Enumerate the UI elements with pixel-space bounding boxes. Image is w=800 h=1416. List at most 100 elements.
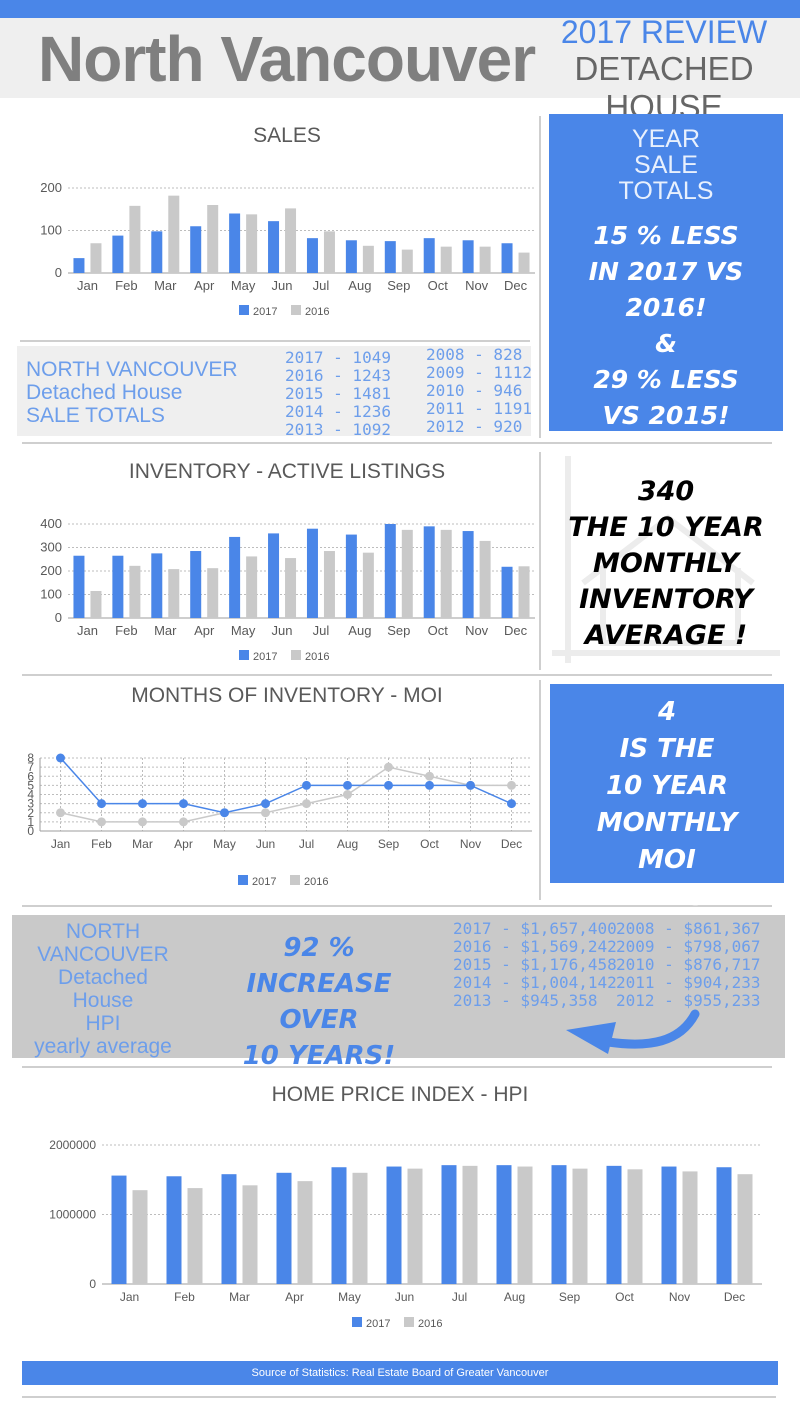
bar-2016 <box>440 529 452 618</box>
point-2017 <box>507 799 516 809</box>
divider-vertical <box>539 680 541 900</box>
point-2016 <box>56 808 65 818</box>
bar-2016 <box>168 195 180 273</box>
bar-2017 <box>190 551 202 618</box>
legend-label: 2017 <box>366 1318 390 1330</box>
hpi-label-line: yearly average <box>34 1035 172 1058</box>
x-tick-label: Feb <box>91 837 112 851</box>
x-tick-label: Mar <box>132 837 153 851</box>
x-tick-label: Aug <box>504 1290 525 1304</box>
hpi-year-value: 2013 - $945,358 <box>453 991 598 1010</box>
bar-2016 <box>207 568 219 618</box>
bar-2017 <box>716 1167 732 1284</box>
callout-line: MONTHLY <box>593 548 739 579</box>
legend-swatch <box>290 875 300 885</box>
y-tick-label: 2000000 <box>49 1138 96 1152</box>
hpi-label: NORTH VANCOUVER Detached House HPI yearl… <box>14 920 192 1058</box>
bar-2016 <box>187 1188 203 1284</box>
x-tick-label: Apr <box>174 837 193 851</box>
y-tick-label: 3 <box>27 797 34 811</box>
x-tick-label: Jan <box>77 278 98 293</box>
line-2016 <box>60 766 512 823</box>
curved-arrow-icon <box>566 1009 700 1054</box>
bar-2016 <box>285 208 297 273</box>
sale-total-value: 2015 - 1481 <box>285 384 391 403</box>
sale-total-value: 2011 - 1191 <box>426 399 532 418</box>
bar-2016 <box>129 565 141 618</box>
sale-totals-panel: NORTH VANCOUVER Detached House SALE TOTA… <box>17 346 532 439</box>
bar-2016 <box>401 529 413 618</box>
divider-vertical <box>539 116 541 438</box>
x-tick-label: Oct <box>615 1290 634 1304</box>
x-tick-label: Dec <box>504 623 528 638</box>
x-tick-label: Sep <box>387 623 410 638</box>
y-tick-label: 0 <box>55 610 62 625</box>
legend-swatch <box>239 305 249 315</box>
bar-2017 <box>190 226 202 273</box>
x-tick-label: Aug <box>348 278 371 293</box>
point-2016 <box>343 790 352 799</box>
sales-callout-box: YEAR SALE TOTALS 15 % LESS IN 2017 VS 20… <box>549 114 783 431</box>
callout-line: 15 % LESS <box>593 221 739 250</box>
bar-2016 <box>518 566 530 618</box>
y-tick-label: 200 <box>40 180 62 195</box>
y-tick-label: 400 <box>40 516 62 531</box>
bar-2016 <box>627 1169 643 1284</box>
x-tick-label: Nov <box>460 837 481 851</box>
callout-heading-line: SALE <box>634 151 698 179</box>
y-tick-label: 7 <box>27 760 34 774</box>
x-tick-label: Jul <box>313 278 330 293</box>
point-2017 <box>384 780 393 790</box>
legend-swatch <box>238 875 248 885</box>
legend-label: 2017 <box>253 651 277 663</box>
bar-2016 <box>518 252 530 273</box>
legend-label: 2017 <box>253 306 277 318</box>
point-2016 <box>507 780 516 790</box>
x-tick-label: May <box>231 623 256 638</box>
sale-total-value: 2014 - 1236 <box>285 402 391 421</box>
x-tick-label: Dec <box>504 278 528 293</box>
point-2017 <box>220 808 229 818</box>
bar-2017 <box>112 235 124 273</box>
legend-label: 2016 <box>418 1318 442 1330</box>
point-2016 <box>384 762 393 772</box>
hpi-headline-line: 92 % <box>283 933 355 963</box>
moi-chart-title: MONTHS OF INVENTORY - MOI <box>131 684 443 707</box>
callout-heading-line: YEAR <box>631 125 701 153</box>
bar-2016 <box>242 1185 258 1284</box>
hpi-year-value: 2011 - $904,233 <box>616 973 761 992</box>
point-2016 <box>179 817 188 827</box>
callout-line: IN 2017 VS 2016! <box>588 257 744 322</box>
point-2017 <box>56 753 65 763</box>
bar-2017 <box>221 1174 237 1284</box>
bar-2017 <box>276 1172 292 1284</box>
bar-2016 <box>572 1168 588 1284</box>
top-accent-bar <box>0 0 800 18</box>
hpi-year-value: 2016 - $1,569,242 <box>453 937 617 956</box>
legend-label: 2016 <box>305 651 329 663</box>
bar-2017 <box>151 231 163 273</box>
hpi-headline: 92 % INCREASE OVER 10 YEARS! <box>208 930 430 1074</box>
bar-2016 <box>440 246 452 273</box>
x-tick-label: Jun <box>395 1290 414 1304</box>
bar-2016 <box>168 569 180 618</box>
bar-2016 <box>407 1168 423 1284</box>
callout-line: 10 YEAR MONTHLY <box>596 771 738 838</box>
x-tick-label: Aug <box>337 837 358 851</box>
callout-line: 4 <box>657 697 677 727</box>
hpi-summary-band <box>12 915 785 1058</box>
bar-2016 <box>285 558 297 618</box>
bar-2016 <box>737 1174 753 1284</box>
x-tick-label: Mar <box>229 1290 250 1304</box>
bar-2016 <box>297 1181 313 1284</box>
y-tick-label: 0 <box>89 1277 96 1291</box>
point-2017 <box>425 780 434 790</box>
bar-2016 <box>90 590 102 618</box>
hpi-chart-title: HOME PRICE INDEX - HPI <box>271 1083 529 1106</box>
x-tick-label: Oct <box>428 278 449 293</box>
point-2017 <box>97 799 106 809</box>
x-tick-label: Jul <box>452 1290 467 1304</box>
x-tick-label: Feb <box>115 623 137 638</box>
x-tick-label: Oct <box>420 837 439 851</box>
hpi-values-older: 2008 - $861,367 2009 - $798,067 2010 - $… <box>616 920 761 1010</box>
